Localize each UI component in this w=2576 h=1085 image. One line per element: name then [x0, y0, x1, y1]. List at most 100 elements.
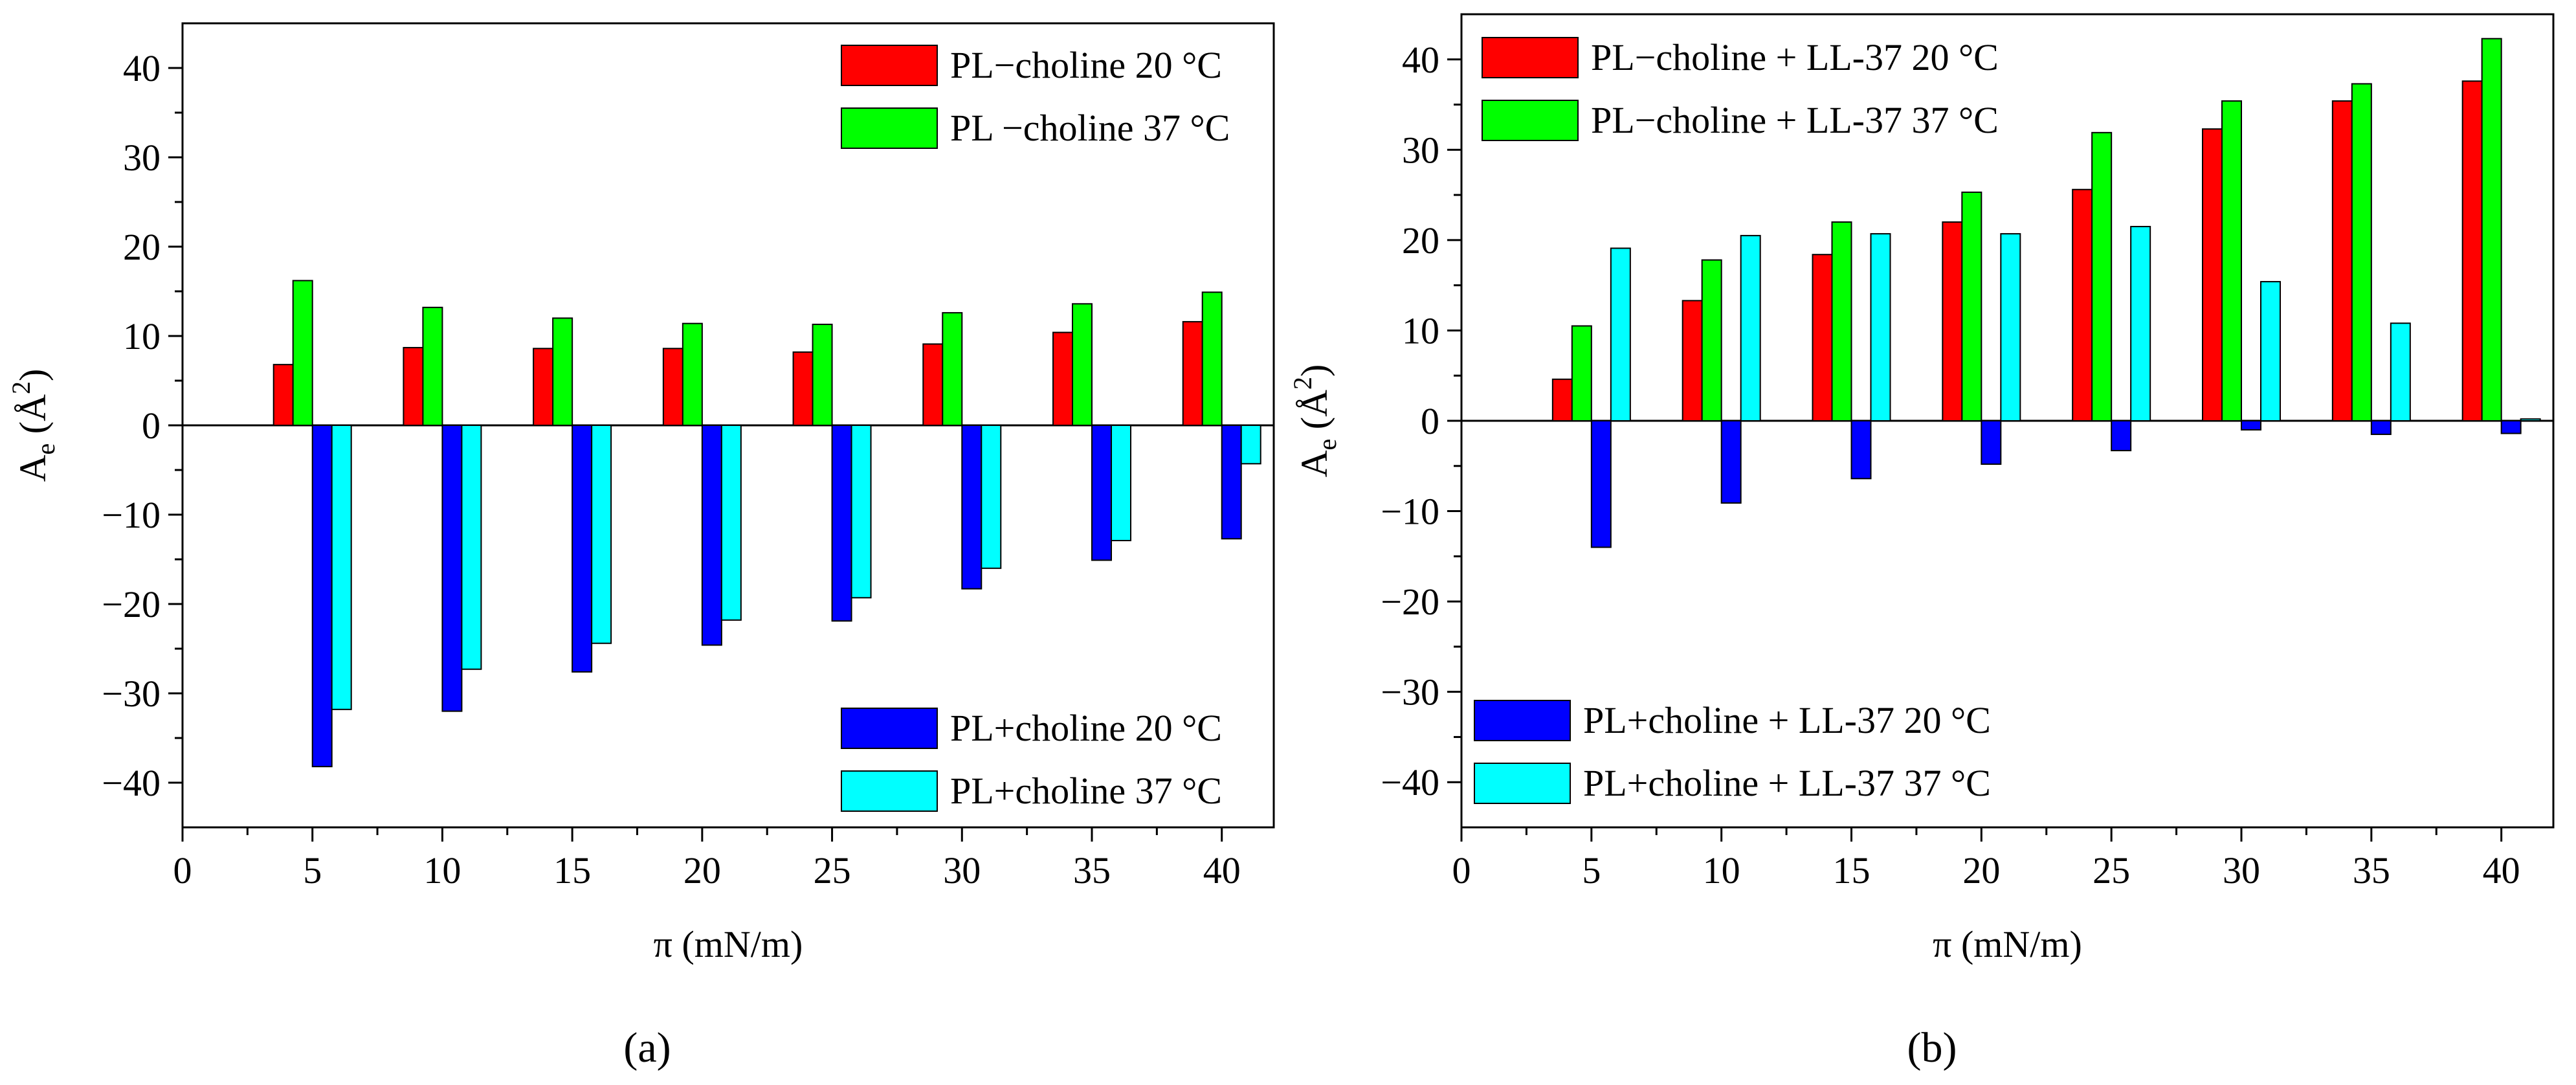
bar-00ff00-20 [1961, 191, 1982, 421]
y-tick-label: −10 [102, 494, 161, 536]
bar-00ffff-30 [981, 425, 1002, 569]
bar-ff0000-5 [272, 364, 294, 426]
x-tick-label: 5 [1582, 849, 1601, 891]
bar-ff0000-30 [922, 343, 944, 426]
bar-00ffff-35 [1111, 425, 1131, 542]
bar-00ff00-40 [1201, 291, 1223, 426]
legend-swatch-bottom-1 [1474, 763, 1571, 804]
bar-00ffff-15 [591, 425, 612, 644]
bar-00ffff-5 [1610, 247, 1631, 421]
x-tick-label: 30 [2223, 849, 2260, 891]
bar-00ff00-30 [942, 312, 963, 426]
legend-label-bottom-0: PL+choline + LL-37 20 °C [1583, 699, 1991, 741]
legend-swatch-top-1 [841, 107, 938, 149]
chart-panel-a: 0 5 10 15 20 25 30 35 40 −40 −30 −20 −10 0 10 20 30 40 π (… [6, 22, 1275, 965]
x-tick-label: 10 [1703, 849, 1740, 891]
x-tick-label: 20 [683, 849, 721, 891]
x-tick-label: 25 [814, 849, 851, 891]
bar-ff0000-15 [533, 348, 554, 427]
legend-label-bottom-1: PL+choline + LL-37 37 °C [1583, 762, 1991, 804]
legend-label-top-1: PL−choline + LL-37 37 °C [1591, 99, 1999, 141]
chart-panel-b: 0 5 10 15 20 25 30 35 40 −40 −30 −20 −10 0 10 20 30 40 π (… [1288, 13, 2555, 965]
bar-00ff00-10 [1701, 259, 1722, 422]
bar-00ff00-35 [1072, 303, 1093, 426]
bar-00ffff-10 [461, 425, 482, 670]
y-tick-label: −10 [1381, 491, 1439, 533]
bar-00ffff-25 [850, 425, 872, 599]
bar-ff0000-25 [792, 351, 814, 427]
bar-00ffff-15 [1870, 233, 1891, 421]
bar-0000ff-35 [2370, 420, 2392, 435]
bar-ff0000-35 [2331, 100, 2353, 421]
bar-00ffff-5 [331, 425, 352, 710]
y-tick-label: −30 [102, 673, 161, 715]
bar-ff0000-20 [1942, 221, 1963, 421]
legend-swatch-bottom-0 [841, 708, 938, 749]
legend-swatch-top-1 [1482, 100, 1579, 141]
bar-00ff00-20 [682, 322, 703, 426]
bar-00ff00-5 [1571, 325, 1592, 422]
y-tick-label: −30 [1381, 671, 1439, 713]
y-tick-label: 10 [123, 315, 161, 357]
y-tick-label: 40 [1402, 39, 1439, 81]
bar-0000ff-10 [441, 425, 463, 712]
y-tick-label: −40 [102, 762, 161, 804]
bar-00ff00-40 [2481, 38, 2502, 422]
y-tick-label: 40 [123, 47, 161, 89]
x-tick-label: 10 [423, 849, 461, 891]
bar-00ffff-25 [2130, 225, 2151, 421]
legend-swatch-top-0 [1482, 37, 1579, 78]
bar-ff0000-40 [1182, 320, 1203, 427]
legend-swatch-bottom-0 [1474, 700, 1571, 741]
bar-0000ff-40 [2500, 420, 2522, 434]
bar-00ffff-40 [2520, 418, 2541, 421]
bar-00ffff-40 [1240, 425, 1261, 465]
bar-ff0000-35 [1052, 331, 1073, 426]
x-tick-label: 30 [943, 849, 981, 891]
y-tick-label: 0 [1421, 400, 1439, 442]
y-axis-title: Ae (Å2) [1288, 364, 1342, 478]
legend-label-bottom-1: PL+choline 37 °C [950, 770, 1222, 812]
bar-00ff00-35 [2351, 83, 2372, 422]
y-tick-label: −20 [102, 583, 161, 625]
bar-00ff00-25 [2091, 131, 2113, 421]
bar-00ff00-30 [2221, 100, 2242, 421]
bar-0000ff-5 [311, 425, 333, 768]
y-tick-label: 0 [142, 405, 161, 447]
bar-ff0000-15 [1812, 254, 1833, 421]
bar-ff0000-5 [1551, 378, 1573, 421]
x-axis-title: π (mN/m) [1933, 923, 2082, 965]
y-tick-label: −40 [1381, 761, 1439, 803]
legend-label-bottom-0: PL+choline 20 °C [950, 707, 1222, 749]
bar-00ffff-10 [1740, 234, 1761, 421]
y-tick-label: 20 [1402, 219, 1439, 262]
x-tick-label: 40 [2483, 849, 2520, 891]
bar-0000ff-35 [1091, 425, 1112, 561]
x-tick-label: 5 [303, 849, 322, 891]
legend-label-top-1: PL −choline 37 °C [950, 107, 1230, 149]
y-tick-label: 30 [1402, 129, 1439, 171]
bar-ff0000-30 [2202, 128, 2223, 421]
bar-0000ff-40 [1221, 425, 1242, 540]
y-tick-label: 30 [123, 137, 161, 179]
bar-0000ff-30 [2241, 420, 2261, 431]
bar-ff0000-10 [403, 346, 424, 426]
bar-00ff00-25 [812, 324, 833, 426]
bar-0000ff-15 [1850, 420, 1872, 480]
panel-label-b: (b) [1907, 1024, 1957, 1071]
panel-label-a: (a) [623, 1024, 671, 1071]
bar-0000ff-30 [961, 425, 983, 590]
bar-0000ff-10 [1720, 420, 1742, 504]
legend-label-top-0: PL−choline 20 °C [950, 44, 1222, 86]
bar-ff0000-10 [1682, 300, 1703, 421]
y-tick-label: 20 [123, 226, 161, 268]
bar-00ff00-5 [292, 280, 313, 426]
x-axis-title: π (mN/m) [654, 923, 803, 965]
bar-00ffff-20 [720, 425, 742, 621]
bar-00ff00-15 [552, 317, 573, 426]
y-axis-title: Ae (Å2) [6, 369, 60, 482]
bar-0000ff-25 [2111, 420, 2132, 452]
legend-swatch-top-0 [841, 45, 938, 86]
